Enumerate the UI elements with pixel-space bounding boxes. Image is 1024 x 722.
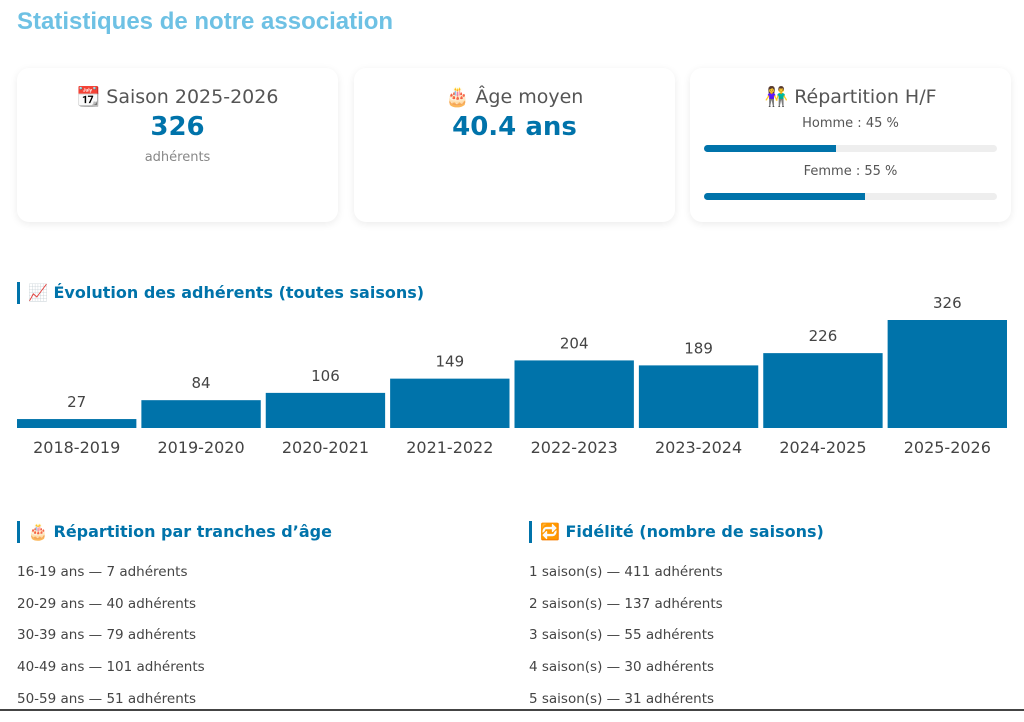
cake-icon: 🎂 bbox=[28, 522, 48, 541]
evolution-bar-chart: 27 2018-2019 84 2019-2020 106 2020-2021 149 202… bbox=[17, 294, 1007, 457]
x-tick-label: 2020-2021 bbox=[282, 438, 369, 457]
bar-value-label: 27 bbox=[67, 393, 86, 411]
bar bbox=[390, 378, 510, 428]
gender-card: 👫 Répartition H/F Homme : 45 % Femme : 5… bbox=[690, 68, 1011, 222]
evolution-title: Évolution des adhérents (toutes saisons) bbox=[53, 283, 425, 302]
couple-icon: 👫 bbox=[764, 86, 789, 108]
femme-label: Femme : 55 % bbox=[803, 164, 898, 179]
age-title: Répartition par tranches d’âge bbox=[53, 522, 332, 541]
member-count-label: adhérents bbox=[144, 150, 211, 165]
page-title: Statistiques de notre association bbox=[17, 8, 394, 35]
bar bbox=[17, 419, 137, 428]
bar bbox=[638, 365, 759, 428]
bar-value-label: 189 bbox=[684, 339, 713, 357]
x-tick-label: 2022-2023 bbox=[531, 438, 618, 457]
bar bbox=[514, 360, 634, 428]
x-tick-label: 2025-2026 bbox=[904, 438, 991, 457]
bar-value-label: 149 bbox=[435, 353, 464, 371]
list-item: 16-19 ans — 7 adhérents bbox=[17, 564, 188, 580]
member-count: 326 bbox=[150, 112, 205, 142]
bar bbox=[763, 353, 883, 428]
bar-value-label: 106 bbox=[311, 367, 340, 385]
list-item: 50-59 ans — 51 adhérents bbox=[17, 690, 197, 707]
divider bbox=[0, 709, 1024, 711]
x-tick-label: 2021-2022 bbox=[406, 438, 493, 457]
average-age-card: 🎂 Âge moyen 40.4 ans bbox=[354, 68, 675, 222]
fidelity-title: Fidélité (nombre de saisons) bbox=[565, 522, 824, 541]
list-item: 20-29 ans — 40 adhérents bbox=[17, 595, 197, 612]
age-list: 16-19 ans — 7 adhérents 20-29 ans — 40 a… bbox=[17, 564, 205, 722]
bar-value-label: 226 bbox=[809, 327, 838, 345]
repeat-icon: 🔁 bbox=[540, 522, 560, 541]
evolution-heading: 📈 Évolution des adhérents (toutes saison… bbox=[17, 282, 424, 304]
x-tick-label: 2023-2024 bbox=[655, 438, 742, 457]
bar-value-label: 84 bbox=[192, 374, 211, 392]
calendar-icon: 📆 bbox=[76, 86, 101, 108]
average-age-title: Âge moyen bbox=[475, 86, 584, 108]
homme-progress-fill bbox=[704, 145, 836, 152]
fidelity-list: 1 saison(s) — 411 adhérents 2 saison(s) … bbox=[529, 564, 723, 722]
fidelity-heading: 🔁 Fidélité (nombre de saisons) bbox=[529, 521, 824, 543]
bar-value-label: 204 bbox=[560, 334, 589, 352]
bar bbox=[141, 400, 261, 428]
x-tick-label: 2018-2019 bbox=[33, 438, 120, 457]
list-item: 30-39 ans — 79 adhérents bbox=[17, 627, 197, 644]
bar bbox=[887, 320, 1007, 428]
homme-label: Homme : 45 % bbox=[802, 116, 899, 131]
bar-value-label: 326 bbox=[933, 294, 962, 312]
bar bbox=[265, 392, 386, 428]
list-item: 4 saison(s) — 30 adhérents bbox=[529, 659, 715, 676]
gender-title: Répartition H/F bbox=[794, 86, 937, 108]
x-tick-label: 2019-2020 bbox=[157, 438, 244, 457]
femme-progress bbox=[704, 193, 997, 200]
list-item: 1 saison(s) — 411 adhérents bbox=[529, 564, 723, 580]
list-item: 2 saison(s) — 137 adhérents bbox=[529, 595, 723, 612]
list-item: 40-49 ans — 101 adhérents bbox=[17, 659, 205, 676]
season-title: Saison 2025-2026 bbox=[106, 86, 279, 108]
list-item: 5 saison(s) — 31 adhérents bbox=[529, 690, 715, 707]
age-heading: 🎂 Répartition par tranches d’âge bbox=[17, 521, 332, 543]
x-tick-label: 2024-2025 bbox=[779, 438, 866, 457]
season-card: 📆 Saison 2025-2026 326 adhérents bbox=[17, 68, 338, 222]
chart-icon: 📈 bbox=[28, 283, 48, 302]
average-age-value: 40.4 ans bbox=[452, 112, 577, 142]
homme-progress bbox=[704, 145, 997, 152]
femme-progress-fill bbox=[704, 193, 866, 200]
cake-icon: 🎂 bbox=[445, 86, 470, 108]
list-item: 3 saison(s) — 55 adhérents bbox=[529, 627, 715, 644]
